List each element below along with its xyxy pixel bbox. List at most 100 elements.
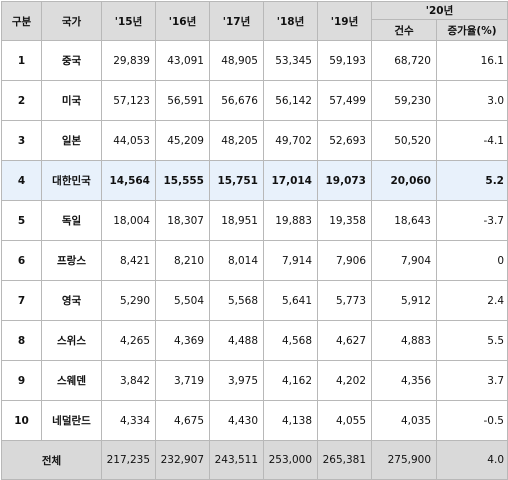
value-2019-cell: 4,055 [317, 400, 372, 441]
header-year-2015: '15년 [101, 1, 156, 41]
value-2017-cell: 18,951 [209, 200, 264, 241]
value-2017-cell: 48,205 [209, 120, 264, 161]
value-2016-cell: 45,209 [155, 120, 210, 161]
rank-cell: 1 [1, 40, 42, 81]
value-2019-cell: 57,499 [317, 80, 372, 121]
growth-cell: 5.2 [436, 160, 508, 201]
country-cell: 네덜란드 [41, 400, 102, 441]
table-row: 9 스웨덴 3,842 3,719 3,975 4,162 4,202 4,35… [1, 360, 508, 401]
growth-cell: -3.7 [436, 200, 508, 241]
value-2015-cell: 57,123 [101, 80, 156, 121]
value-2015-cell: 18,004 [101, 200, 156, 241]
total-2016-cell: 232,907 [155, 440, 210, 480]
table-row: 7 영국 5,290 5,504 5,568 5,641 5,773 5,912… [1, 280, 508, 321]
value-2015-cell: 8,421 [101, 240, 156, 281]
table-row: 2 미국 57,123 56,591 56,676 56,142 57,499 … [1, 80, 508, 121]
growth-cell: 2.4 [436, 280, 508, 321]
rank-cell: 3 [1, 120, 42, 161]
value-2015-cell: 14,564 [101, 160, 156, 201]
value-2015-cell: 29,839 [101, 40, 156, 81]
value-2020-cell: 18,643 [371, 200, 437, 241]
header-growth: 증가율(%) [436, 19, 508, 41]
value-2018-cell: 17,014 [263, 160, 318, 201]
growth-cell: -0.5 [436, 400, 508, 441]
header-year-2020: '20년 [371, 1, 508, 20]
header-year-2016: '16년 [155, 1, 210, 41]
value-2017-cell: 3,975 [209, 360, 264, 401]
growth-cell: 5.5 [436, 320, 508, 361]
value-2016-cell: 5,504 [155, 280, 210, 321]
header-rank: 구분 [1, 1, 42, 41]
rank-cell: 4 [1, 160, 42, 201]
value-2015-cell: 4,265 [101, 320, 156, 361]
value-2015-cell: 44,053 [101, 120, 156, 161]
value-2020-cell: 59,230 [371, 80, 437, 121]
value-2020-cell: 7,904 [371, 240, 437, 281]
header-year-2018: '18년 [263, 1, 318, 41]
value-2020-cell: 4,356 [371, 360, 437, 401]
value-2018-cell: 5,641 [263, 280, 318, 321]
table-row: 6 프랑스 8,421 8,210 8,014 7,914 7,906 7,90… [1, 240, 508, 281]
rank-cell: 6 [1, 240, 42, 281]
value-2016-cell: 4,675 [155, 400, 210, 441]
value-2020-cell: 4,035 [371, 400, 437, 441]
country-cell: 영국 [41, 280, 102, 321]
value-2019-cell: 7,906 [317, 240, 372, 281]
value-2020-cell: 5,912 [371, 280, 437, 321]
table-row: 10 네덜란드 4,334 4,675 4,430 4,138 4,055 4,… [1, 400, 508, 441]
country-cell: 프랑스 [41, 240, 102, 281]
growth-cell: 0 [436, 240, 508, 281]
value-2020-cell: 68,720 [371, 40, 437, 81]
header-year-2019: '19년 [317, 1, 372, 41]
total-2017-cell: 243,511 [209, 440, 264, 480]
total-2015-cell: 217,235 [101, 440, 156, 480]
value-2015-cell: 3,842 [101, 360, 156, 401]
value-2019-cell: 59,193 [317, 40, 372, 81]
table-row-highlighted: 4 대한민국 14,564 15,555 15,751 17,014 19,07… [1, 160, 508, 201]
table-row: 8 스위스 4,265 4,369 4,488 4,568 4,627 4,88… [1, 320, 508, 361]
rank-cell: 9 [1, 360, 42, 401]
value-2016-cell: 18,307 [155, 200, 210, 241]
rank-cell: 10 [1, 400, 42, 441]
value-2017-cell: 48,905 [209, 40, 264, 81]
value-2020-cell: 50,520 [371, 120, 437, 161]
value-2017-cell: 15,751 [209, 160, 264, 201]
value-2016-cell: 56,591 [155, 80, 210, 121]
value-2016-cell: 4,369 [155, 320, 210, 361]
value-2018-cell: 56,142 [263, 80, 318, 121]
value-2019-cell: 19,073 [317, 160, 372, 201]
rank-cell: 5 [1, 200, 42, 241]
value-2016-cell: 15,555 [155, 160, 210, 201]
country-cell: 일본 [41, 120, 102, 161]
header-year-2017: '17년 [209, 1, 264, 41]
value-2019-cell: 19,358 [317, 200, 372, 241]
total-growth-cell: 4.0 [436, 440, 508, 480]
rank-cell: 7 [1, 280, 42, 321]
value-2019-cell: 52,693 [317, 120, 372, 161]
value-2016-cell: 3,719 [155, 360, 210, 401]
country-cell: 스위스 [41, 320, 102, 361]
country-cell: 독일 [41, 200, 102, 241]
rank-cell: 2 [1, 80, 42, 121]
country-cell: 미국 [41, 80, 102, 121]
total-2018-cell: 253,000 [263, 440, 318, 480]
value-2017-cell: 8,014 [209, 240, 264, 281]
value-2019-cell: 5,773 [317, 280, 372, 321]
value-2017-cell: 5,568 [209, 280, 264, 321]
growth-cell: 16.1 [436, 40, 508, 81]
value-2015-cell: 4,334 [101, 400, 156, 441]
table-row: 1 중국 29,839 43,091 48,905 53,345 59,193 … [1, 40, 508, 81]
rank-cell: 8 [1, 320, 42, 361]
total-label: 전체 [1, 440, 102, 480]
value-2020-cell: 20,060 [371, 160, 437, 201]
value-2017-cell: 4,430 [209, 400, 264, 441]
value-2017-cell: 56,676 [209, 80, 264, 121]
value-2018-cell: 53,345 [263, 40, 318, 81]
value-2015-cell: 5,290 [101, 280, 156, 321]
value-2018-cell: 7,914 [263, 240, 318, 281]
value-2018-cell: 4,568 [263, 320, 318, 361]
value-2018-cell: 19,883 [263, 200, 318, 241]
total-2019-cell: 265,381 [317, 440, 372, 480]
